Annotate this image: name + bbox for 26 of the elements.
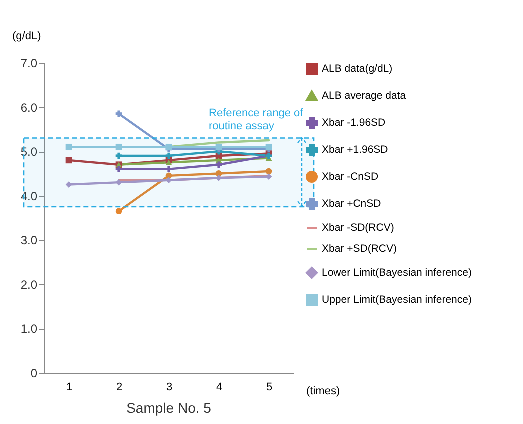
text: Sample No. 5: [126, 400, 212, 416]
legend-label: ALB average data: [322, 90, 406, 102]
y-tick-label: 0: [30, 366, 38, 380]
legend-label: Xbar +CnSD: [322, 198, 382, 210]
legend-label: Lower Limit(Bayesian inference): [322, 267, 472, 279]
legend-label: Xbar +1.96SD: [322, 144, 389, 156]
y-tick-label: 7.0: [20, 56, 38, 70]
legend-label: Xbar +SD(RCV): [322, 243, 397, 255]
y-tick-label: 4.0: [20, 189, 38, 204]
legend-label: Xbar -1.96SD: [322, 117, 386, 129]
x-tick-label: 3: [166, 382, 173, 394]
legend-label: ALB data(g/dL): [322, 63, 393, 75]
y-tick-label: 6.0: [20, 100, 38, 115]
band-label: Reference range of routine assay: [209, 107, 304, 132]
legend-label: Xbar -CnSD: [322, 171, 380, 183]
x-tick-label: 4: [216, 382, 223, 394]
x-tick-label: 5: [266, 382, 273, 394]
y-axis-title: (g/dL): [12, 30, 42, 42]
y-tick-label: 1.0: [20, 322, 38, 336]
legend-label: Upper Limit(Bayesian inference): [322, 294, 472, 306]
x-tick-label: 1: [66, 382, 73, 394]
x-axis-title: (times): [306, 386, 340, 398]
legend-label: Xbar -SD(RCV): [322, 222, 394, 234]
y-tick-label: 3.0: [20, 234, 38, 248]
x-tick-label: 2: [116, 382, 123, 394]
y-tick-label: 2.0: [20, 278, 38, 292]
